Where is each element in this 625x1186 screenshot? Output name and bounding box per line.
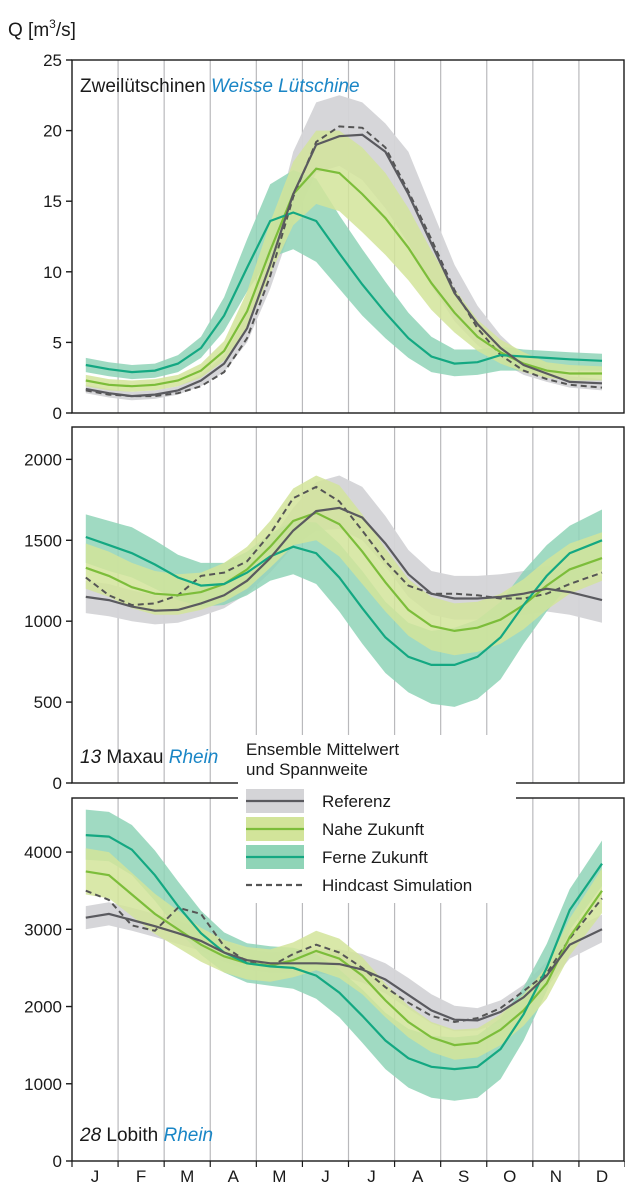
y-tick-label: 1500 [24,531,62,550]
ferne-zukunft-line [85,211,603,374]
panel-2: 0 500 1000 1500 2000 13 Maxau Rhein [24,426,625,793]
month-label: O [503,1167,516,1186]
river-name: Rhein [169,747,219,768]
station-name: Maxau [106,747,168,768]
station-title: 13 Maxau Rhein [80,747,218,768]
month-label: A [228,1167,240,1186]
y-tick-label: 0 [53,1152,62,1171]
nahe-zukunft-band [85,848,603,1060]
referenz-line [85,506,603,612]
ferne-zukunft-line [85,535,603,666]
referenz-line [85,912,603,1022]
station-name: Zweilütschinen [80,76,211,97]
panels: 0 5 10 15 20 25 Zweilütschinen Weisse Lütschin… [24,51,625,1171]
nahe-zukunft-line [85,870,603,1047]
legend-heading: Ensemble Mittelwert [246,740,399,759]
hindcast-line [85,485,603,607]
y-tick-label: 4000 [24,843,62,862]
y-tick-label: 25 [43,51,62,70]
hindcast-line [85,125,603,398]
month-label: F [136,1167,146,1186]
y-tick-label: 2000 [24,998,62,1017]
legend-ferne-zukunft: Ferne Zukunft [322,848,428,867]
nahe-zukunft-band [85,475,603,656]
referenz-line [85,133,603,398]
month-label: D [596,1167,608,1186]
y-tick-label: 10 [43,263,62,282]
y-axis-label: Q [m3/s] [8,17,76,41]
legend-nahe-zukunft: Nahe Zukunft [322,820,424,839]
y-tick-label: 15 [43,192,62,211]
legend-referenz: Referenz [322,792,391,811]
hindcast-line [85,889,603,1024]
month-label: N [550,1167,562,1186]
plot-frame [71,59,625,414]
month-label: J [91,1167,100,1186]
panel-3: 0 1000 2000 3000 4000 28 Lobith Rhein [24,797,625,1171]
y-tick-label: 500 [34,693,62,712]
legend-heading: und Spannweite [246,760,368,779]
month-label: M [272,1167,286,1186]
y-tick-label: 5 [53,333,62,352]
river-name: Weisse Lütschine [211,76,360,97]
station-title: Zweilütschinen Weisse Lütschine [80,76,360,97]
station-number: 28 [79,1125,106,1146]
month-label: A [412,1167,424,1186]
station-number: 13 [80,747,106,768]
month-label: S [458,1167,469,1186]
y-tick-label: 3000 [24,920,62,939]
ferne-zukunft-band [85,809,603,1101]
panel-1: 0 5 10 15 20 25 Zweilütschinen Weisse Lütschin… [43,51,625,423]
y-tick-label: 0 [53,774,62,793]
ferne-zukunft-line [85,834,603,1071]
y-tick-label: 1000 [24,1075,62,1094]
y-tick-label: 1000 [24,612,62,631]
river-name: Rhein [163,1125,213,1146]
month-label: J [321,1167,330,1186]
station-title: 28 Lobith Rhein [79,1125,213,1146]
station-name: Lobith [106,1125,163,1146]
nahe-zukunft-line [85,511,603,633]
y-tick-label: 0 [53,404,62,423]
y-tick-label: 2000 [24,450,62,469]
nahe-zukunft-band [85,130,603,392]
y-tick-label: 20 [43,122,62,141]
legend-hindcast: Hindcast Simulation [322,876,472,895]
month-label: M [180,1167,194,1186]
month-label: J [367,1167,376,1186]
